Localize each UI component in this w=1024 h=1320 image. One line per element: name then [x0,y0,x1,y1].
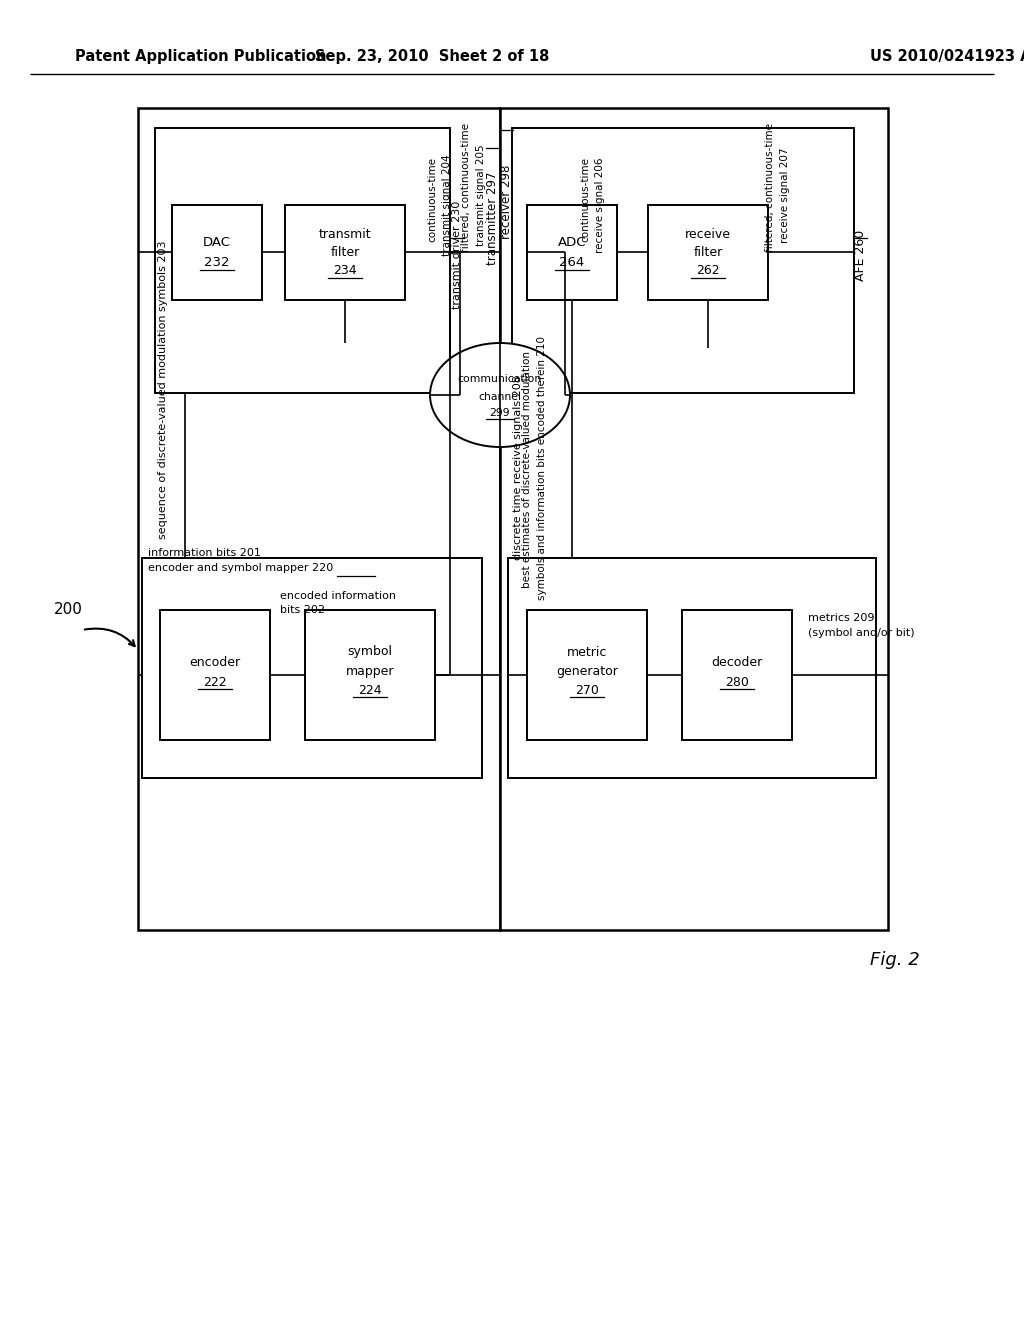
Text: AFE 260: AFE 260 [853,230,866,281]
Text: Fig. 2: Fig. 2 [870,950,920,969]
Bar [648,205,768,300]
Text: decoder: decoder [712,656,763,668]
Text: continuous-time: continuous-time [427,157,437,243]
Text: encoder: encoder [189,656,241,668]
Bar [160,610,270,741]
Text: transmit signal 204: transmit signal 204 [442,154,452,256]
Text: 262: 262 [696,264,720,277]
Ellipse shape [430,343,570,447]
Bar [172,205,262,300]
Text: filter: filter [693,247,723,260]
Text: symbols and information bits encoded therein 210: symbols and information bits encoded the… [537,337,547,601]
Text: transmit driver 230: transmit driver 230 [452,201,462,309]
Bar [512,128,854,393]
Text: 234: 234 [333,264,356,277]
Text: 232: 232 [204,256,229,269]
Text: 299: 299 [489,408,510,418]
Text: generator: generator [556,664,617,677]
Text: information bits 201: information bits 201 [148,548,261,558]
Text: 280: 280 [725,676,749,689]
Text: encoder and symbol mapper 220: encoder and symbol mapper 220 [148,564,333,573]
Text: sequence of discrete-valued modulation symbols 203: sequence of discrete-valued modulation s… [158,240,168,540]
Text: metric: metric [567,645,607,659]
Text: best estimates of discrete-valued modulation: best estimates of discrete-valued modula… [522,351,532,589]
Bar [500,108,888,931]
Text: continuous-time: continuous-time [580,157,590,243]
Text: filtered, continuous-time: filtered, continuous-time [765,124,775,252]
Text: discrete time receive signals 208: discrete time receive signals 208 [513,376,523,561]
Text: receive signal 206: receive signal 206 [595,157,605,252]
Bar [155,128,450,393]
Text: metrics 209: metrics 209 [808,612,874,623]
Text: receiver 298: receiver 298 [500,165,512,239]
Text: filter: filter [331,247,359,260]
Bar [285,205,406,300]
Text: transmit signal 205: transmit signal 205 [476,144,486,246]
Text: mapper: mapper [346,664,394,677]
Text: 270: 270 [575,684,599,697]
Text: receive: receive [685,228,731,242]
Text: channel: channel [478,392,521,403]
Text: transmitter 297: transmitter 297 [486,172,500,265]
Text: bits 202: bits 202 [280,605,325,615]
Text: filtered, continuous-time: filtered, continuous-time [461,124,471,252]
Bar [527,610,647,741]
Bar [305,610,435,741]
Bar [138,108,500,931]
Bar [508,558,876,777]
Text: symbol: symbol [347,645,392,659]
Text: 264: 264 [559,256,585,269]
Text: Sep. 23, 2010  Sheet 2 of 18: Sep. 23, 2010 Sheet 2 of 18 [314,49,549,65]
Text: US 2010/0241923 A1: US 2010/0241923 A1 [870,49,1024,65]
Text: communication: communication [458,374,542,384]
Bar [682,610,792,741]
Bar [142,558,482,777]
Text: (symbol and/or bit): (symbol and/or bit) [808,628,914,638]
Text: 222: 222 [203,676,226,689]
Bar [527,205,617,300]
Text: 224: 224 [358,684,382,697]
Text: DAC: DAC [203,236,231,249]
Text: encoded information: encoded information [280,591,396,601]
Text: transmit: transmit [318,228,372,242]
Text: 200: 200 [53,602,83,618]
Text: ADC: ADC [558,236,587,249]
Text: receive signal 207: receive signal 207 [780,148,790,243]
Text: Patent Application Publication: Patent Application Publication [75,49,327,65]
